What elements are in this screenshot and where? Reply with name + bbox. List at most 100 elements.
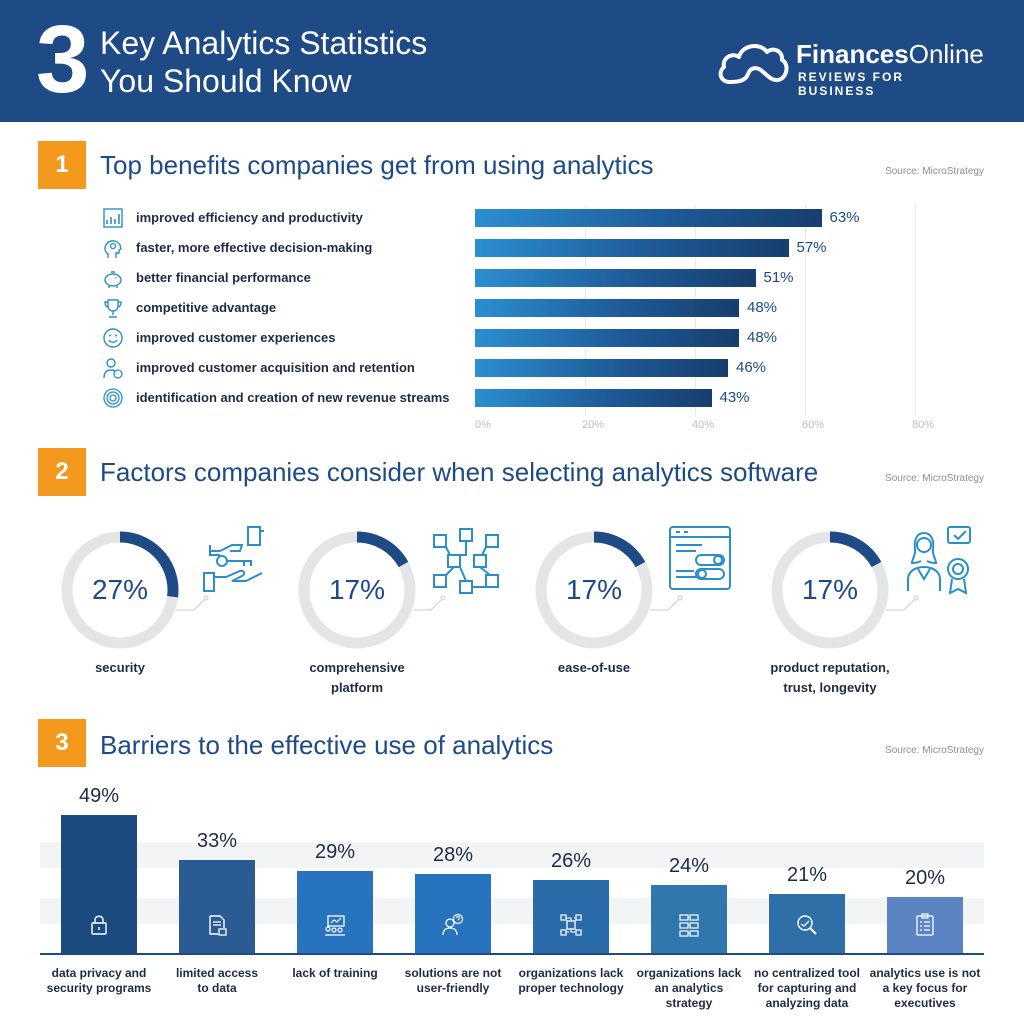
barrier-value: 33% [196,830,238,853]
benefit-label: identification and creation of new reven… [136,390,450,405]
factor-label-line2: trust, longevity [783,680,877,695]
x-tick-label: 20% [581,419,605,431]
benefit-label: improved efficiency and productivity [136,210,363,225]
barrier-value: 29% [314,841,356,864]
clipboard-icon [916,913,934,936]
donut-chart [771,531,889,649]
brand-tagline: REVIEWS FOR BUSINESS [798,70,905,98]
benefit-label: better financial performance [136,270,311,285]
factor-label: security [30,658,210,678]
barrier-label: limited access to data [158,966,276,996]
barrier-label-line: solutions are not [404,966,502,980]
presentation-icon [325,915,345,936]
benefit-bar [475,209,822,227]
connector-line [176,595,209,611]
factor-label: ease-of-use [504,658,684,678]
barrier-label-line: executives [894,996,956,1010]
benefit-label: improved customer acquisition and retent… [136,360,415,375]
barrier-value: 28% [432,844,474,867]
barrier-label-line: data privacy and [51,966,147,980]
barrier-label: no centralized tool for capturing and anal… [748,966,866,1011]
cube-network-icon [433,528,499,594]
barrier-label-line: no centralized tool [753,966,860,980]
benefit-row: improved customer experiences [100,326,980,350]
benefit-label: improved customer experiences [136,330,336,345]
barrier-bar [297,871,373,953]
benefit-row: competitive advantage [100,296,980,320]
barrier-label-line: organizations lack [636,966,742,980]
factor-label-line2: platform [331,680,383,695]
page-title: Key Analytics Statistics You Should Know [100,24,427,100]
x-tick-label: 40% [691,419,715,431]
barrier-label-line: security programs [46,981,152,995]
barrier-label-line: strategy [665,996,713,1010]
barrier-label: solutions are not user-friendly [394,966,512,996]
benefit-label: competitive advantage [136,300,277,315]
section-2-number: 2 [38,448,86,496]
grid-line [805,205,806,415]
factor-label-line1: ease-of-use [557,660,631,675]
barrier-label: organizations lack an analytics strategy [630,966,748,1011]
benefit-bar [475,329,739,347]
barrier-label-line: analyzing data [765,996,849,1010]
barrier-label-line: to data [197,981,237,995]
section-1-title: Top benefits companies get from using an… [100,150,654,180]
key-hand-icon [203,526,264,592]
benefit-value: 51% [763,269,794,286]
person-award-icon [907,526,971,595]
smile-icon [103,328,123,348]
donut-chart [61,531,179,649]
header-banner: 3 Key Analytics Statistics You Should Kn… [0,0,1024,122]
barrier-label-line: an analytics [654,981,724,995]
barrier-label: lack of training [276,966,394,981]
factor-label-line1: comprehensive [309,660,405,675]
benefit-bar [475,389,712,407]
cloud-logo-icon [718,44,789,84]
barrier-label: data privacy and security programs [40,966,158,996]
barrier-bar [651,885,727,953]
barrier-label-line: user-friendly [416,981,490,995]
donut-value: 17% [801,574,859,605]
section-1-number: 1 [38,141,86,189]
document-lock-icon [209,915,227,936]
benefit-bar [475,239,789,257]
donut-arc [535,531,653,649]
benefit-row: better financial performance [100,266,980,290]
page-title-line2: You Should Know [100,63,352,99]
benefit-value: 43% [719,389,750,406]
barrier-value: 20% [904,866,946,889]
donut-arc [298,531,416,649]
benefit-value: 46% [736,359,767,376]
benefit-value: 57% [796,239,827,256]
benefit-row: identification and creation of new reven… [100,386,980,410]
connector-line [413,595,446,611]
barrier-label-line: lack of training [292,966,378,980]
section-3-source: Source: MicroStrategy [885,745,984,756]
target-icon [103,388,123,408]
magnifier-chart-icon [797,915,817,935]
lock-icon [91,915,107,935]
barrier-label-line: for capturing and [757,981,857,995]
section-3-title: Barriers to the effective use of analyti… [100,730,554,760]
factor-label-line1: security [95,660,145,675]
toggle-window-icon [669,526,731,590]
factor-label-line1: product reputation, [770,660,890,675]
donut-value: 27% [91,574,149,605]
x-tick-label: 60% [801,419,825,431]
barrier-label-line: limited access [175,966,259,980]
circuit-icon [560,914,582,936]
donut-value: 17% [565,574,623,605]
barrier-label-line: analytics use is not [869,966,981,980]
barrier-bar [179,860,255,953]
benefit-bar [475,359,728,377]
factor-label: product reputation, trust, longevity [740,658,920,698]
section-2-source: Source: MicroStrategy [885,473,984,484]
connector-line [886,595,919,611]
benefit-bar [475,269,756,287]
barrier-value: 24% [668,855,710,878]
x-tick-label: 80% [911,419,935,431]
benefit-bar [475,299,739,317]
flowchart-icon [679,914,699,937]
benefit-value: 48% [747,299,778,316]
section-3-number: 3 [38,719,86,767]
